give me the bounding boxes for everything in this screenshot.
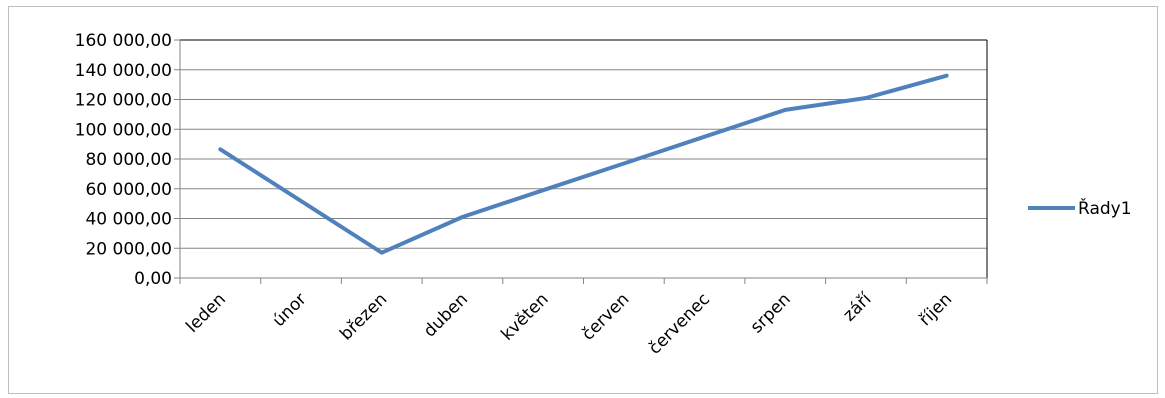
y-tick-label: 100 000,00 [75,120,172,140]
axes [174,39,988,284]
legend-label: Řady1 [1078,197,1132,219]
series-line [218,73,949,255]
chart-area [8,6,1158,394]
x-axis-tick-labels: leden únor březen duben květen červen červenec… [182,288,956,358]
y-tick-label: 140 000,00 [75,61,172,81]
y-tick-label: 40 000,00 [85,210,172,230]
x-tick-label: září [839,288,876,325]
y-tick-label: 60 000,00 [85,180,172,200]
gridlines [180,39,987,279]
y-tick-label: 80 000,00 [85,150,172,170]
x-tick-label: říjen [915,289,956,330]
x-tick-label: duben [420,289,472,341]
y-tick-label: 160 000,00 [75,31,172,51]
x-tick-label: červenec [645,289,714,358]
x-tick-label: únor [269,289,311,331]
x-tick-label: srpen [747,289,795,337]
y-tick-label: 120 000,00 [75,91,172,111]
x-tick-label: březen [336,289,391,344]
x-tick-label: leden [182,289,230,337]
x-tick-label: červen [578,289,633,344]
y-tick-label: 0,00 [134,269,172,289]
y-tick-label: 20 000,00 [85,239,172,259]
x-tick-label: květen [497,289,552,344]
series-lines [218,73,949,255]
legend: Řady1 [1028,197,1132,219]
y-axis-tick-labels: 0,00 20 000,00 40 000,00 60 000,00 80 000,00… [75,31,172,289]
